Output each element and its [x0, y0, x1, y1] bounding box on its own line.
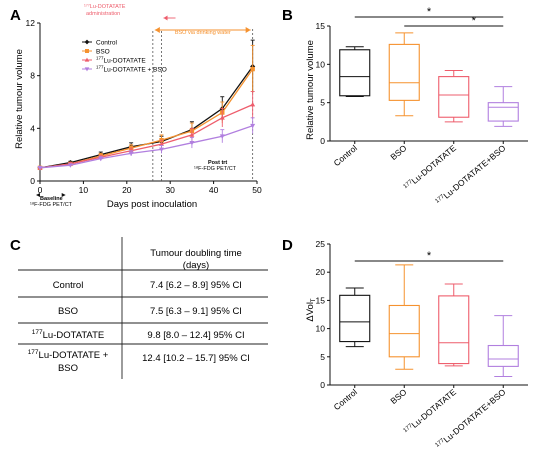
- x-axis-title: Days post inoculation: [107, 199, 197, 210]
- significance-star: *: [427, 250, 432, 262]
- table-header-unit: (days): [183, 260, 209, 271]
- bso-arrow-head-left: [154, 27, 160, 33]
- data-point: [189, 132, 195, 137]
- x-tick-label: Control: [332, 143, 360, 168]
- y-axis-title: Relative tumour volume: [14, 49, 25, 149]
- bso-arrow-head-right: [245, 27, 251, 33]
- x-tick-label: BSO: [388, 143, 408, 162]
- box: [388, 43, 420, 101]
- box: [438, 295, 470, 365]
- legend-marker: [84, 39, 90, 45]
- x-tick-label: 50: [252, 185, 262, 195]
- legend-label: 177Lu-DOTATATE: [96, 56, 146, 65]
- box: [388, 304, 420, 358]
- legend-marker: [84, 57, 90, 62]
- series-line: [39, 125, 253, 169]
- significance-star: *: [427, 6, 432, 18]
- data-point: [37, 166, 43, 171]
- y-axis-title: Relative tumour volume: [305, 40, 316, 140]
- y-tick-label: 15: [316, 295, 326, 305]
- legend-label: 177Lu-DOTATATE + BSO: [96, 65, 167, 74]
- y-tick-label: 0: [320, 136, 325, 146]
- x-tick-label: 30: [165, 185, 175, 195]
- legend-label: BSO: [96, 49, 110, 56]
- table-row-label: 177Lu-DOTATATE: [32, 329, 104, 341]
- table-row-value: 9.8 [8.0 – 12.4] 95% CI: [147, 330, 244, 341]
- baseline-annotation: Baseline ¹⁸F-FDG PET/CT: [30, 196, 73, 208]
- panel-letter-d: D: [282, 237, 293, 254]
- y-tick-label: 25: [316, 239, 326, 249]
- box: [487, 102, 519, 122]
- x-tick-label: 40: [209, 185, 219, 195]
- series-line: [39, 66, 254, 169]
- y-tick-label: 0: [30, 176, 35, 186]
- y-tick-label: 5: [320, 352, 325, 362]
- panel-a-line-chart: ¹⁷⁷Lu-DOTATATE administration BSO via dr…: [14, 3, 262, 210]
- baseline-arrow: [61, 193, 66, 197]
- table-row-value: 7.5 [6.3 – 9.1] 95% CI: [150, 306, 242, 317]
- y-tick-label: 5: [320, 98, 325, 108]
- table-row-label: 177Lu-DOTATATE +: [28, 349, 109, 361]
- posttrt-annotation: Post trt ¹⁸F-FDG PET/CT: [194, 160, 237, 172]
- y-tick-label: 10: [316, 324, 326, 334]
- y-tick-label: 10: [316, 59, 326, 69]
- data-point: [98, 156, 104, 162]
- data-point: [250, 102, 256, 107]
- data-point: [159, 147, 165, 152]
- x-tick-label: 10: [79, 185, 89, 195]
- data-point: [159, 141, 165, 146]
- y-tick-label: 4: [30, 123, 35, 133]
- x-tick-label: 0: [38, 185, 43, 195]
- baseline-arrow: [36, 193, 40, 197]
- legend-marker: [84, 67, 90, 72]
- data-point: [219, 115, 225, 120]
- legend-marker: [85, 49, 89, 53]
- panel-letter-b: B: [282, 7, 293, 24]
- data-point: [189, 141, 195, 146]
- box: [487, 344, 519, 367]
- data-point: [250, 123, 256, 129]
- significance-star: *: [472, 15, 477, 27]
- x-tick-label: BSO: [388, 387, 408, 406]
- panel-letter-c: C: [10, 237, 21, 254]
- table-row-value: 7.4 [6.2 – 8.9] 95% CI: [150, 280, 242, 291]
- series-line: [39, 104, 253, 169]
- y-tick-label: 12: [26, 18, 36, 28]
- bso-water-annotation: BSO via drinking water: [175, 30, 231, 36]
- admin-arrow-head: [163, 15, 168, 21]
- box: [339, 294, 371, 343]
- data-point: [219, 134, 225, 139]
- table-header: Tumour doubling time: [150, 248, 242, 259]
- data-point: [128, 151, 134, 156]
- table-row-label-cont: BSO: [58, 363, 78, 374]
- admin-annotation: ¹⁷⁷Lu-DOTATATE administration: [84, 3, 127, 17]
- table-row-label: BSO: [58, 306, 78, 317]
- y-tick-label: 15: [316, 21, 326, 31]
- y-tick-label: 8: [30, 71, 35, 81]
- panel-c-table: Tumour doubling time (days) Control 7.4 …: [18, 237, 268, 379]
- data-point: [67, 163, 73, 168]
- table-row-value: 12.4 [10.2 – 15.7] 95% CI: [142, 353, 250, 364]
- x-tick-label: Control: [332, 387, 360, 412]
- legend-label: Control: [96, 40, 118, 47]
- table-row-label: Control: [53, 280, 84, 291]
- panel-letter-a: A: [10, 7, 21, 24]
- data-point: [250, 66, 255, 72]
- y-axis-title: ΔVolT: [305, 298, 317, 322]
- y-tick-label: 0: [320, 380, 325, 390]
- x-tick-label: 20: [122, 185, 132, 195]
- box: [339, 49, 371, 97]
- y-tick-label: 20: [316, 267, 326, 277]
- box: [438, 76, 470, 118]
